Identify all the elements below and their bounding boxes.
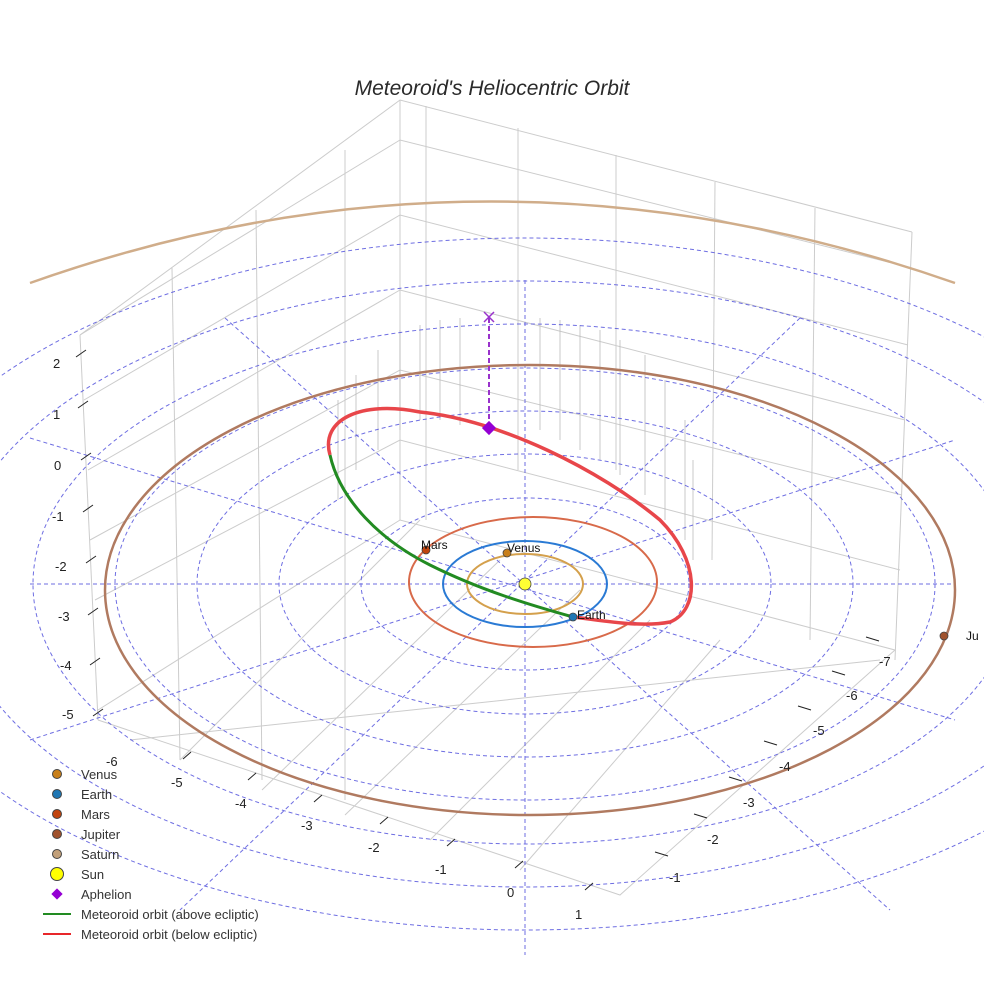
planet-orbits bbox=[29, 200, 957, 817]
svg-text:2: 2 bbox=[53, 356, 60, 371]
y-axis: -6 -5 -4 -3 -2 -1 0 1 bbox=[106, 751, 594, 922]
svg-text:1: 1 bbox=[53, 407, 60, 422]
z-axis: 2 1 0 -1 -2 -3 -4 -5 bbox=[52, 349, 104, 722]
svg-text:-6: -6 bbox=[106, 754, 118, 769]
legend-item-earth[interactable]: Earth bbox=[38, 784, 259, 804]
earth-orbit bbox=[442, 540, 608, 628]
legend-item-orbit-below[interactable]: Meteoroid orbit (below ecliptic) bbox=[38, 924, 259, 944]
svg-text:-7: -7 bbox=[879, 654, 891, 669]
projection-lines bbox=[337, 318, 694, 560]
red-line-legend-icon bbox=[43, 933, 71, 935]
aphelion-marker[interactable] bbox=[481, 420, 497, 436]
svg-text:-2: -2 bbox=[368, 840, 380, 855]
earth-marker[interactable] bbox=[568, 612, 578, 622]
jupiter-legend-icon bbox=[52, 829, 62, 839]
svg-text:-3: -3 bbox=[58, 609, 70, 624]
venus-marker[interactable] bbox=[502, 548, 512, 558]
mars-legend-icon bbox=[52, 809, 62, 819]
svg-text:-5: -5 bbox=[171, 775, 183, 790]
jupiter-orbit bbox=[103, 363, 957, 817]
legend-item-venus[interactable]: Venus bbox=[38, 764, 259, 784]
svg-text:-2: -2 bbox=[707, 832, 719, 847]
mars-label: Mars bbox=[421, 538, 448, 552]
svg-text:0: 0 bbox=[54, 458, 61, 473]
svg-text:-6: -6 bbox=[846, 688, 858, 703]
aphelion-projection-x-icon bbox=[483, 311, 495, 323]
earth-label: Earth bbox=[577, 608, 606, 622]
legend-item-saturn[interactable]: Saturn bbox=[38, 844, 259, 864]
jupiter-label: Ju bbox=[966, 629, 979, 643]
legend-item-jupiter[interactable]: Jupiter bbox=[38, 824, 259, 844]
venus-label: Venus bbox=[507, 541, 540, 555]
svg-text:-3: -3 bbox=[743, 795, 755, 810]
legend-item-orbit-above[interactable]: Meteoroid orbit (above ecliptic) bbox=[38, 904, 259, 924]
earth-legend-icon bbox=[52, 789, 62, 799]
legend: Venus Earth Mars Jupiter Saturn Sun Aphe… bbox=[38, 764, 259, 944]
diamond-legend-icon bbox=[51, 888, 63, 900]
svg-text:-1: -1 bbox=[435, 862, 447, 877]
x-axis: -7 -6 -5 -4 -3 -2 -1 bbox=[654, 636, 891, 885]
svg-text:-1: -1 bbox=[52, 509, 64, 524]
saturn-legend-icon bbox=[52, 849, 62, 859]
sun-marker[interactable] bbox=[518, 577, 532, 591]
ecliptic-grid bbox=[0, 237, 984, 955]
mars-marker[interactable] bbox=[421, 545, 431, 555]
svg-text:-5: -5 bbox=[62, 707, 74, 722]
venus-legend-icon bbox=[52, 769, 62, 779]
jupiter-marker[interactable] bbox=[939, 631, 949, 641]
grid-walls bbox=[79, 99, 913, 896]
svg-text:-4: -4 bbox=[779, 759, 791, 774]
mars-orbit bbox=[408, 516, 658, 648]
saturn-orbit bbox=[29, 200, 956, 285]
svg-text:-4: -4 bbox=[235, 796, 247, 811]
venus-orbit bbox=[466, 553, 584, 615]
meteoroid-orbit-below bbox=[326, 406, 693, 626]
meteoroid-orbit-above bbox=[328, 454, 574, 619]
chart-title: Meteoroid's Heliocentric Orbit bbox=[355, 77, 631, 100]
legend-item-aphelion[interactable]: Aphelion bbox=[38, 884, 259, 904]
svg-text:0: 0 bbox=[507, 885, 514, 900]
legend-item-mars[interactable]: Mars bbox=[38, 804, 259, 824]
sun-legend-icon bbox=[50, 867, 64, 881]
svg-text:-5: -5 bbox=[813, 723, 825, 738]
svg-text:-4: -4 bbox=[60, 658, 72, 673]
svg-text:1: 1 bbox=[575, 907, 582, 922]
svg-text:-2: -2 bbox=[55, 559, 67, 574]
green-line-legend-icon bbox=[43, 913, 71, 915]
svg-text:-3: -3 bbox=[301, 818, 313, 833]
svg-text:-1: -1 bbox=[669, 870, 681, 885]
legend-item-sun[interactable]: Sun bbox=[38, 864, 259, 884]
